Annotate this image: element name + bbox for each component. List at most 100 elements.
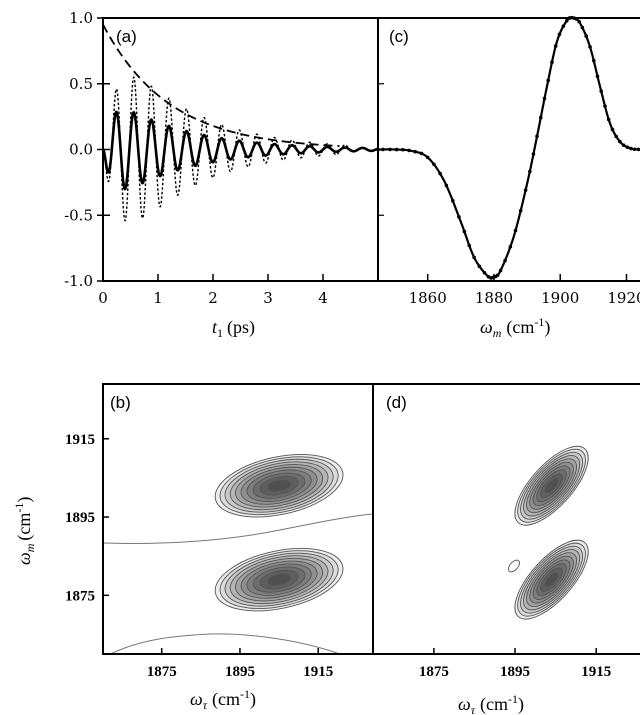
panel-b-contour-line	[109, 633, 341, 655]
panel-c-point	[413, 149, 418, 154]
panel-a-frame	[102, 17, 379, 282]
panel-c-frame	[377, 17, 640, 282]
panel-a-xlabel: t1 (ps)	[212, 317, 255, 340]
panel-b-ylabel: ωm(cm-1)	[12, 497, 37, 565]
panel-c-point	[498, 268, 503, 273]
panel-c-point	[472, 255, 476, 260]
panel-c-point	[513, 228, 518, 233]
panel-b-xtick-label: 1875	[147, 664, 177, 680]
panel-b-xtick-label: 1895	[225, 664, 255, 680]
panel-c-point	[503, 258, 507, 263]
panel-c-label: (c)	[389, 27, 409, 46]
panel-d-ticks: 1875 1895 1915	[419, 648, 611, 680]
panel-b-frame	[102, 383, 374, 655]
panel-b-contour-peak2	[267, 573, 291, 586]
panel-a-series-dashed	[102, 24, 340, 147]
panel-a-label: (a)	[116, 27, 137, 46]
panel-c-point	[614, 134, 618, 139]
panel-c-point	[546, 78, 551, 83]
panel-a-series	[102, 24, 379, 222]
panel-c-point	[495, 273, 500, 278]
panel-c-point	[550, 60, 554, 65]
panel-c-point	[553, 44, 558, 48]
panel-b-xtick-label: 1915	[303, 664, 333, 680]
panel-c-point	[629, 146, 633, 151]
panel-c-point	[523, 188, 528, 192]
panel-c-point	[577, 19, 581, 24]
panel-c-point	[542, 96, 547, 101]
panel-d-frame	[372, 383, 640, 655]
panel-b-label: (b)	[110, 393, 131, 412]
panel-b-contour-line	[102, 513, 374, 544]
panel-c-xtick-label: 1880	[475, 289, 513, 307]
panel-a-series-dotted	[102, 76, 352, 222]
panel-a-xtick-label: 2	[208, 289, 218, 307]
panel-d-contour-lobe	[508, 559, 520, 573]
panel-b-ytick-label: 1895	[65, 510, 95, 526]
panel-c-point	[457, 215, 461, 219]
panel-c-ticks: 1860 1880 1900 1920	[378, 17, 640, 307]
panel-c-point	[482, 270, 487, 275]
panel-d: (d) 1875 1895 1915 ωτ (cm-1)	[372, 383, 640, 715]
panel-a-ytick-label: 0.5	[69, 75, 93, 93]
panel-c-point	[584, 34, 588, 38]
panel-b: (b) 1875 1895 1915 1875 1895 1915 ωτ (cm-1) ωm…	[12, 383, 374, 712]
panel-c-point	[432, 162, 436, 167]
panel-c-point	[561, 24, 566, 28]
panel-c-point	[508, 244, 513, 249]
panel-c-point	[603, 104, 607, 108]
panel-a-xtick-label: 3	[263, 289, 273, 307]
panel-c-point	[388, 147, 392, 152]
panel-c-point	[450, 198, 455, 203]
panel-b-ytick-label: 1875	[65, 588, 95, 604]
panel-c-xtick-label: 1860	[409, 289, 447, 307]
panel-d-contours	[508, 445, 589, 620]
panel-c-point	[599, 89, 604, 94]
panel-d-xtick-label: 1915	[581, 664, 611, 680]
panel-a-ytick-label: -1.0	[64, 272, 93, 290]
panel-d-contour-peak2	[544, 572, 559, 588]
panel-d-contour-peak1	[544, 478, 559, 494]
panel-c-point	[606, 117, 611, 122]
panel-c-point	[621, 143, 626, 147]
panel-a-ytick-label: 1.0	[69, 9, 93, 27]
panel-d-label: (d)	[386, 393, 407, 412]
panel-d-xtick-label: 1875	[419, 664, 449, 680]
panel-c-point	[557, 32, 562, 37]
panel-c-point	[636, 147, 640, 152]
panel-c-point	[394, 147, 399, 152]
panel-c-point	[618, 139, 622, 144]
panel-c-point	[625, 145, 630, 149]
panel-a-xtick-label: 0	[98, 289, 108, 307]
panel-c-point	[595, 74, 600, 79]
panel-b-xlabel: ωτ (cm-1)	[190, 687, 256, 712]
panel-c-series-line	[377, 16, 640, 280]
panel-c-point	[407, 148, 411, 153]
panel-c-point	[467, 243, 472, 248]
panel-c-point	[565, 18, 569, 23]
panel-c-point	[591, 58, 596, 63]
panel-c-point	[444, 183, 449, 188]
panel-c-xtick-label: 1920	[607, 289, 640, 307]
panel-a-xtick-label: 4	[318, 289, 328, 307]
panel-a: (a) -1.0 -0.5 0.0 0.5 1.0 0 1 2 3 4 t1 (ps)	[64, 9, 379, 340]
panel-c-point	[462, 229, 467, 234]
panel-a-series-solid	[102, 110, 379, 191]
panel-d-xlabel: ωτ (cm-1)	[458, 692, 524, 715]
panel-c-point	[610, 127, 615, 132]
panel-c-point	[425, 155, 430, 160]
panel-a-ytick-label: -0.5	[64, 206, 93, 224]
panel-c-point	[538, 115, 543, 120]
panel-d-xtick-label: 1895	[500, 664, 530, 680]
panel-c-point	[632, 147, 637, 152]
panel-c: (c) 1860 1880 1900 1920 ωm(cm-1)	[376, 15, 640, 340]
panel-a-ytick-label: 0.0	[69, 141, 93, 159]
panel-c-point	[518, 209, 523, 213]
panel-c-point	[580, 25, 585, 30]
panel-b-ticks: 1875 1895 1915 1875 1895 1915	[65, 432, 333, 680]
panel-c-point	[438, 171, 442, 176]
panel-b-contours	[102, 454, 374, 655]
panel-a-ticks: -1.0 -0.5 0.0 0.5 1.0 0 1 2 3 4	[64, 9, 328, 307]
panel-c-point	[401, 147, 405, 152]
